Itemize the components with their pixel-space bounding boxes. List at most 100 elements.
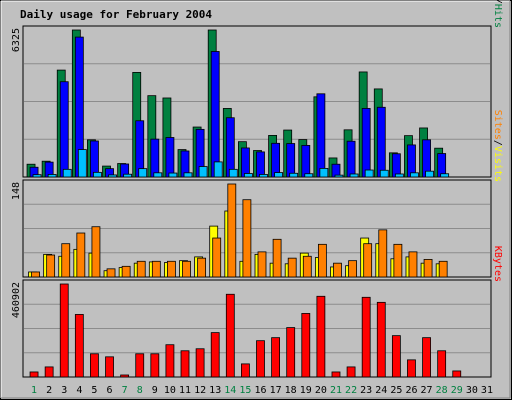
x-tick-label: 26: [405, 385, 417, 396]
x-tick-label: 30: [466, 385, 478, 396]
bar-pages-day-7: [123, 173, 133, 178]
x-tick-label: 1: [31, 385, 37, 396]
bar-kbytes-day-28: [437, 350, 447, 378]
bar-kbytes-day-11: [180, 350, 190, 378]
x-tick-label: 24: [375, 385, 387, 396]
x-tick-label: 27: [421, 385, 433, 396]
legend-entry: Hits: [492, 4, 503, 28]
chart-title: Daily usage for February 2004: [20, 8, 212, 21]
bar-files-day-20: [316, 93, 326, 178]
bar-sites-day-7: [121, 265, 131, 278]
bar-pages-day-26: [410, 172, 419, 178]
bar-pages-day-23: [364, 169, 374, 178]
bar-kbytes-day-8: [135, 353, 145, 378]
bar-sites-day-1: [31, 271, 40, 278]
bar-pages-day-11: [183, 172, 193, 178]
bar-files-day-13: [210, 51, 220, 178]
x-tick-label: 12: [194, 385, 206, 396]
bar-sites-day-18: [287, 257, 297, 278]
chart-panels: 6325 Pages/Files/Hits 148 Sites/Visits 46090…: [11, 0, 503, 378]
x-tick-label: 28: [436, 385, 448, 396]
y-max-label: 6325: [11, 28, 22, 52]
x-tick-label: 16: [254, 385, 266, 396]
bar-sites-day-25: [393, 243, 403, 278]
x-tick-label: 2: [46, 385, 52, 396]
x-tick-label: 10: [164, 385, 176, 396]
legend-entry: Sites: [492, 110, 503, 140]
x-tick-label: 3: [61, 385, 67, 396]
bar-kbytes-day-18: [286, 327, 296, 378]
bar-files-day-23: [361, 108, 371, 178]
bar-kbytes-day-9: [150, 353, 160, 378]
bar-kbytes-day-24: [376, 301, 386, 378]
bar-kbytes-day-4: [74, 314, 84, 378]
bar-pages-day-2: [47, 174, 57, 178]
bar-files-day-26: [407, 144, 416, 178]
legend: Sites/Visits: [492, 110, 503, 182]
bar-files-day-14: [225, 117, 235, 178]
panel-2: 148 Sites/Visits: [11, 110, 503, 278]
bar-sites-day-12: [197, 257, 207, 278]
series-sites: [31, 183, 448, 278]
bar-files-day-3: [59, 81, 69, 178]
bar-files-day-19: [301, 144, 311, 178]
bar-pages-day-17: [274, 172, 283, 178]
bar-kbytes-day-12: [195, 348, 205, 378]
bar-sites-day-19: [302, 255, 312, 278]
x-tick-label: 6: [107, 385, 113, 396]
x-tick-label: 19: [300, 385, 312, 396]
bar-files-day-15: [241, 147, 250, 178]
bar-sites-day-22: [348, 260, 357, 278]
bar-pages-day-28: [440, 173, 450, 178]
bar-pages-day-14: [228, 168, 238, 178]
bar-sites-day-16: [257, 251, 267, 278]
y-max-label: 460902: [11, 282, 22, 318]
bar-sites-day-28: [438, 260, 448, 278]
bar-sites-day-4: [76, 232, 86, 278]
bar-pages-day-27: [425, 170, 434, 178]
bar-kbytes-day-19: [301, 313, 311, 378]
x-tick-label: 15: [239, 385, 251, 396]
x-tick-label: 20: [315, 385, 327, 396]
bar-kbytes-day-27: [422, 337, 431, 378]
bar-pages-day-18: [289, 172, 299, 178]
bar-files-day-22: [346, 140, 356, 178]
series-kbytes: [29, 283, 462, 378]
bar-sites-day-21: [333, 262, 342, 278]
y-max-label: 148: [11, 182, 22, 200]
x-tick-label: 18: [285, 385, 297, 396]
bar-sites-day-6: [106, 268, 116, 278]
bar-kbytes-day-2: [44, 366, 54, 378]
bar-sites-day-17: [272, 238, 282, 278]
bar-kbytes-day-14: [225, 293, 235, 378]
bar-kbytes-day-25: [391, 335, 401, 378]
series-files: [29, 36, 447, 178]
bar-files-day-9: [150, 138, 160, 178]
bar-kbytes-day-1: [29, 371, 39, 378]
bar-pages-day-21: [334, 174, 344, 178]
bar-pages-day-24: [379, 169, 389, 178]
bar-sites-day-27: [423, 259, 433, 278]
bar-pages-day-12: [198, 166, 208, 178]
legend-entry: Visits: [492, 146, 503, 182]
legend-entry: KBytes: [492, 246, 503, 282]
x-tick-label: 11: [179, 385, 191, 396]
bar-sites-day-23: [363, 243, 373, 278]
bar-pages-day-13: [213, 161, 223, 178]
bar-pages-day-1: [32, 174, 42, 178]
x-tick-label: 8: [137, 385, 143, 396]
x-tick-label: 23: [360, 385, 372, 396]
bar-sites-day-2: [46, 254, 56, 278]
bar-sites-day-3: [61, 243, 71, 278]
bar-sites-day-8: [136, 260, 146, 278]
bar-pages-day-15: [244, 173, 253, 178]
x-tick-label: 4: [76, 385, 82, 396]
bar-pages-day-3: [62, 168, 72, 178]
x-tick-label: 7: [122, 385, 128, 396]
bar-pages-day-22: [349, 173, 359, 178]
x-tick-label: 25: [390, 385, 402, 396]
legend: Pages/Files/Hits: [492, 0, 503, 28]
bar-sites-day-5: [91, 226, 101, 278]
bar-kbytes-day-21: [331, 371, 341, 378]
